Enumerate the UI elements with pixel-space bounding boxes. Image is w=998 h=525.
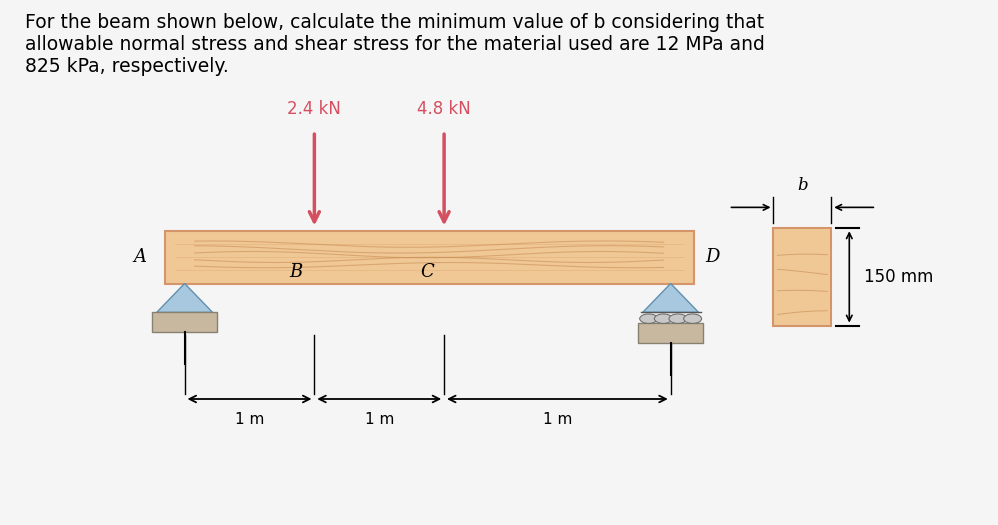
Text: 150 mm: 150 mm [864,268,934,286]
Text: 4.8 kN: 4.8 kN [417,100,471,118]
Bar [165,231,694,284]
Circle shape [669,314,687,323]
Text: For the beam shown below, calculate the minimum value of b considering that
allo: For the beam shown below, calculate the … [25,13,764,76]
Circle shape [684,314,702,323]
Text: A: A [134,248,147,266]
Text: 1 m: 1 m [543,412,572,427]
Bar [773,228,831,326]
Text: D: D [706,248,720,266]
Bar [152,312,217,332]
Text: B: B [289,263,302,281]
Circle shape [640,314,658,323]
Text: b: b [797,177,807,194]
Text: 1 m: 1 m [364,412,394,427]
Bar [639,323,703,343]
Polygon shape [643,284,699,312]
Polygon shape [157,284,213,312]
Text: C: C [420,263,434,281]
Text: 2.4 kN: 2.4 kN [287,100,341,118]
Text: 1 m: 1 m [235,412,264,427]
Circle shape [655,314,673,323]
